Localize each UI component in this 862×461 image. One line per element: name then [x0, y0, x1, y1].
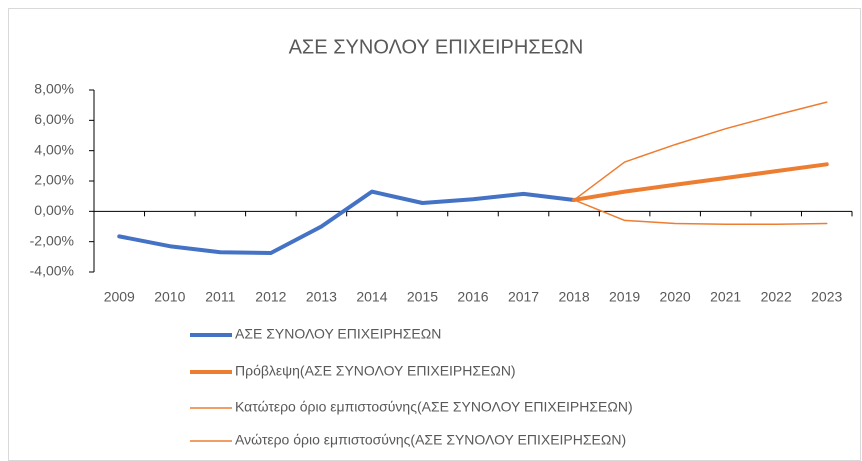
- x-tick-label: 2015: [407, 289, 438, 305]
- x-tick-label: 2013: [306, 289, 337, 305]
- series-line: [572, 162, 829, 202]
- legend-label: Ανώτερο όριο εμπιστοσύνης(ΑΣΕ ΣΥΝΟΛΟΥ ΕΠ…: [235, 432, 626, 448]
- x-tick-label: 2018: [558, 289, 589, 305]
- y-tick-label: -2,00%: [30, 232, 74, 248]
- x-tick-label: 2014: [356, 289, 387, 305]
- y-tick-label: -4,00%: [30, 263, 74, 279]
- x-tick-label: 2012: [255, 289, 286, 305]
- y-tick-label: 0,00%: [34, 202, 74, 218]
- x-tick-label: 2020: [660, 289, 691, 305]
- series-line: [117, 189, 577, 256]
- series-line: [573, 101, 828, 201]
- x-tick-label: 2019: [609, 289, 640, 305]
- chart-title: ΑΣΕ ΣΥΝΟΛΟΥ ΕΠΙΧΕΙΡΗΣΕΩΝ: [289, 36, 584, 58]
- y-tick-label: 2,00%: [34, 172, 74, 188]
- x-tick-label: 2016: [457, 289, 488, 305]
- series-line: [573, 199, 828, 225]
- legend-label: Πρόβλεψη(ΑΣΕ ΣΥΝΟΛΟΥ ΕΠΙΧΕΙΡΗΣΕΩΝ): [235, 363, 516, 379]
- legend-label: ΑΣΕ ΣΥΝΟΛΟΥ ΕΠΙΧΕΙΡΗΣΕΩΝ: [235, 326, 441, 342]
- x-tick-label: 2011: [205, 289, 235, 305]
- x-tick-label: 2010: [154, 289, 185, 305]
- x-tick-label: 2022: [761, 289, 792, 305]
- legend-label: Κατώτερο όριο εμπιστοσύνης(ΑΣΕ ΣΥΝΟΛΟΥ Ε…: [235, 399, 633, 415]
- x-tick-label: 2017: [508, 289, 539, 305]
- x-tick-label: 2009: [104, 289, 135, 305]
- chart-border: [8, 8, 861, 461]
- y-tick-label: 4,00%: [34, 141, 74, 157]
- y-tick-label: 8,00%: [34, 81, 74, 97]
- y-tick-label: 6,00%: [34, 111, 74, 127]
- x-tick-label: 2021: [710, 289, 741, 305]
- x-tick-label: 2023: [811, 289, 842, 305]
